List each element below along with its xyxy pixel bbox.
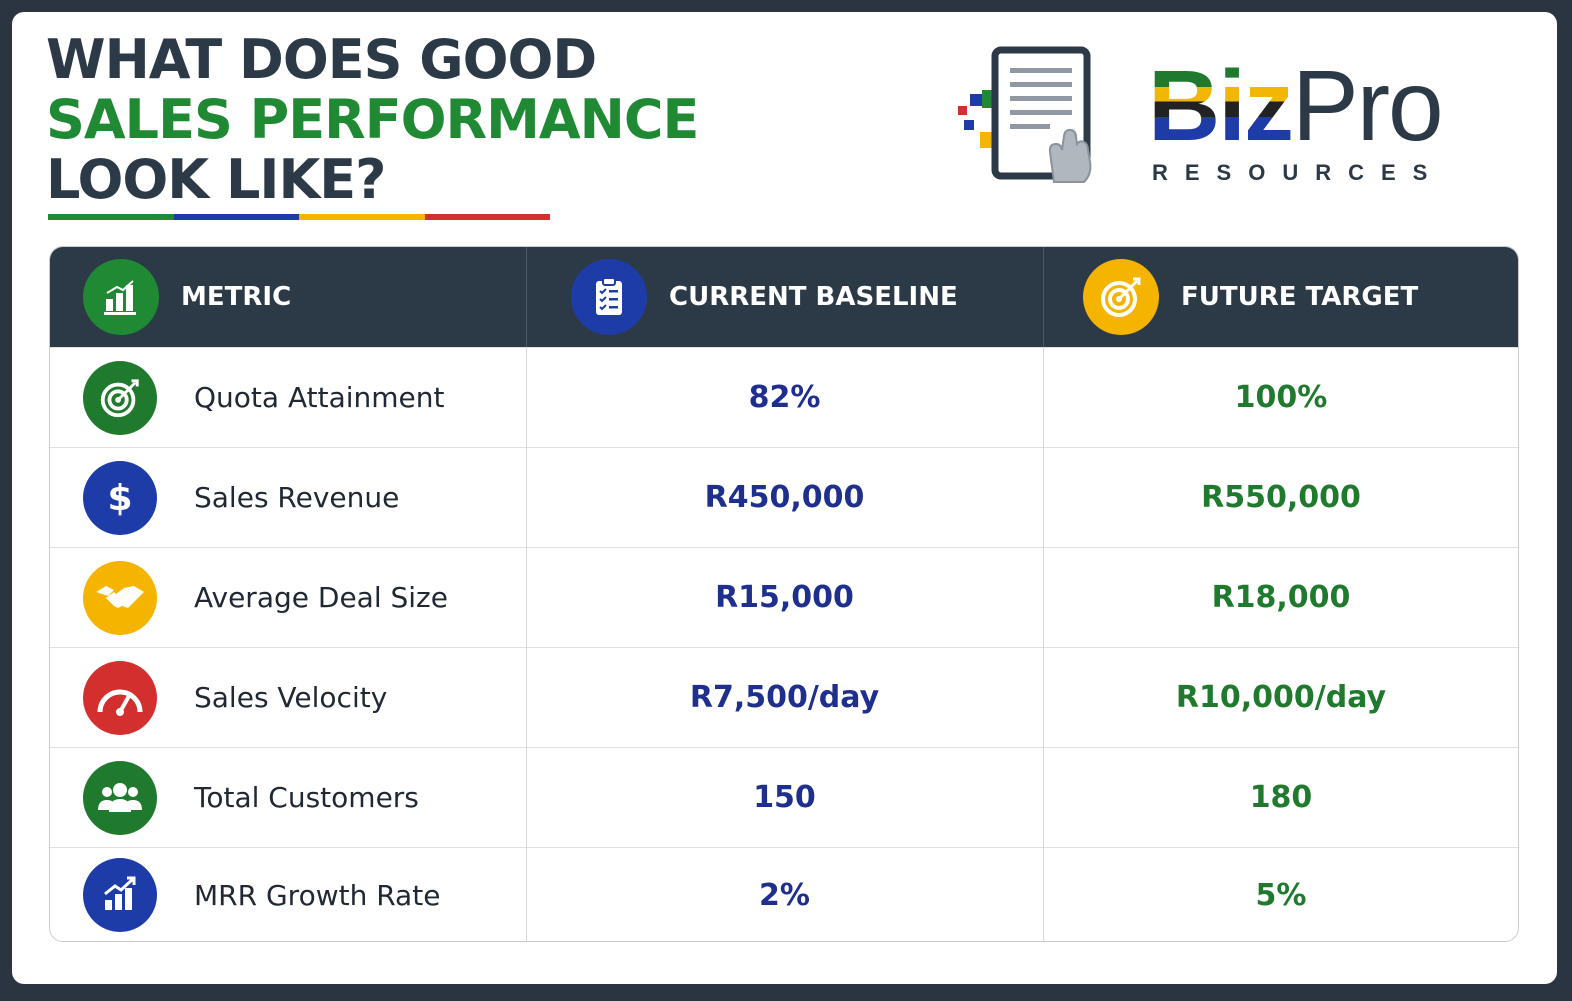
brand-name: BizPro [1148, 56, 1444, 156]
target-value: 5% [1255, 877, 1307, 913]
table-header: METRIC CURRENT BASELINE [50, 247, 1518, 347]
growth-chart-icon [83, 858, 157, 932]
target-icon [1083, 259, 1159, 335]
header-label-target: FUTURE TARGET [1181, 282, 1419, 312]
table-row: Sales Velocity R7,500/day R10,000/day [50, 647, 1518, 747]
table-row: Quota Attainment 82% 100% [50, 347, 1518, 447]
dollar-icon: $ [83, 461, 157, 535]
title-line-2: SALES PERFORMANCE [46, 88, 699, 151]
header-target: FUTURE TARGET [1083, 247, 1418, 347]
metric-label: Total Customers [194, 781, 419, 814]
target-value: R550,000 [1201, 480, 1361, 515]
metric-label: MRR Growth Rate [194, 878, 441, 912]
title-line-3: LOOK LIKE? [46, 148, 387, 211]
target-value: 180 [1249, 780, 1313, 815]
metric-label: Sales Velocity [194, 681, 388, 714]
bar-chart-icon [83, 259, 159, 335]
metric-label: Quota Attainment [194, 381, 445, 414]
metric-label: Sales Revenue [194, 481, 400, 514]
header-label-baseline: CURRENT BASELINE [669, 282, 958, 312]
target-value: R18,000 [1211, 580, 1351, 615]
target-value: 100% [1234, 380, 1328, 415]
document-touch-icon [958, 46, 1092, 183]
target-icon [83, 361, 157, 435]
table-row: MRR Growth Rate 2% 5% [50, 847, 1518, 941]
brand-name-biz: Biz [1148, 50, 1294, 162]
column-divider [526, 247, 527, 347]
column-divider [1043, 247, 1044, 347]
customers-icon [83, 761, 157, 835]
baseline-value: R15,000 [715, 580, 854, 615]
handshake-icon [83, 561, 157, 635]
bizpro-logo: BizPro RESOURCES [950, 40, 1510, 200]
page-title: WHAT DOES GOOD SALES PERFORMANCE LOOK LI… [46, 28, 699, 211]
baseline-value: R450,000 [704, 480, 865, 515]
column-divider [526, 347, 527, 941]
brand-subtitle: RESOURCES [1152, 160, 1445, 185]
header-metric: METRIC [83, 247, 291, 347]
metric-label: Average Deal Size [194, 581, 448, 614]
title-line-1: WHAT DOES GOOD [46, 28, 597, 91]
baseline-value: 2% [759, 877, 810, 913]
header-baseline: CURRENT BASELINE [571, 247, 958, 347]
speedometer-icon [83, 661, 157, 735]
brand-name-pro: Pro [1292, 50, 1444, 162]
metrics-table: METRIC CURRENT BASELINE [49, 246, 1519, 942]
table-row: $ Sales Revenue R450,000 R550,000 [50, 447, 1518, 547]
table-row: Average Deal Size R15,000 R18,000 [50, 547, 1518, 647]
baseline-value: R7,500/day [689, 680, 880, 715]
column-divider [1043, 347, 1044, 941]
target-value: R10,000/day [1175, 680, 1387, 715]
table-row: Total Customers 150 180 [50, 747, 1518, 847]
baseline-value: 150 [753, 780, 816, 815]
clipboard-checklist-icon [571, 259, 647, 335]
svg-text:$: $ [107, 478, 132, 519]
baseline-value: 82% [748, 380, 821, 415]
title-underline [48, 214, 550, 220]
header-label-metric: METRIC [181, 282, 292, 312]
